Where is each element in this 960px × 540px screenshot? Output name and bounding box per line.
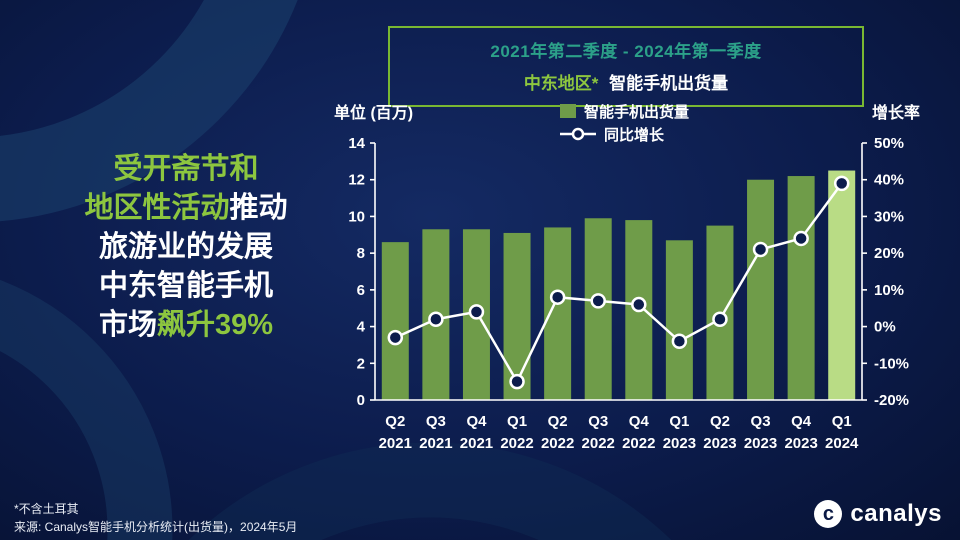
line-marker — [752, 241, 769, 258]
x-axis-quarter-label: Q4 — [466, 413, 487, 430]
x-axis-year-label: 2023 — [784, 435, 817, 452]
headline: 受开斋节和 地区性活动推动 旅游业的发展 中东智能手机 市场飙升39% — [38, 150, 334, 345]
chart-legend: 智能手机出货量 同比增长 — [560, 101, 689, 144]
x-axis-quarter-label: Q3 — [588, 413, 608, 430]
x-axis-year-label: 2022 — [541, 435, 574, 452]
combo-chart: 单位 (百万) 增长率 0 2 4 6 8 10 12 14 -20% -10% 0% 10% 20% 30%… — [330, 100, 940, 500]
x-axis-quarter-label: Q3 — [426, 413, 446, 430]
footnote-source: 来源: Canalys智能手机分析统计(出货量)，2024年5月 — [14, 520, 298, 534]
legend-item-growth: 同比增长 — [560, 124, 689, 144]
x-axis-year-label: 2021 — [460, 435, 493, 452]
canalys-logo-icon: c — [814, 500, 843, 528]
headline-line-4: 中东智能手机 — [98, 270, 273, 302]
left-axis-tick: 8 — [357, 245, 365, 262]
x-axis-quarter-label: Q4 — [791, 413, 812, 430]
chart-title-box: 2021年第二季度 - 2024年第一季度 中东地区* 智能手机出货量 — [388, 26, 864, 107]
left-axis-tick: 14 — [348, 135, 365, 152]
right-axis-tick: 20% — [874, 245, 904, 262]
left-axis-tick: 2 — [357, 355, 365, 372]
left-axis-tick: 4 — [357, 319, 366, 336]
right-axis-tick: -20% — [874, 392, 909, 409]
x-axis-year-label: 2021 — [379, 435, 412, 452]
right-axis-tick: 50% — [874, 135, 904, 152]
x-axis-year-label: 2023 — [744, 435, 777, 452]
bar — [503, 232, 531, 400]
bar — [747, 179, 775, 400]
right-axis-tick: -10% — [874, 355, 909, 372]
bar — [381, 242, 409, 400]
line-series-swatch-icon — [560, 127, 596, 141]
chart-title-main: 中东地区* 智能手机出货量 — [390, 69, 862, 94]
bar — [665, 240, 693, 400]
chart-title-subject: 智能手机出货量 — [609, 74, 729, 93]
x-axis-year-label: 2022 — [622, 435, 655, 452]
line-marker — [671, 333, 688, 350]
chart-title-region: 中东地区* — [523, 74, 599, 93]
right-axis-tick: 0% — [874, 319, 896, 336]
bar — [787, 176, 815, 400]
canalys-logo: c canalys — [814, 500, 942, 528]
bar — [544, 227, 572, 400]
line-marker — [549, 289, 566, 305]
right-axis-tick: 10% — [874, 282, 904, 299]
chart-canvas: 单位 (百万) 增长率 0 2 4 6 8 10 12 14 -20% -10% 0% 10% 20% 30%… — [334, 103, 920, 452]
headline-line-5: 市场飙升39% — [98, 309, 274, 341]
left-axis-tick: 12 — [348, 172, 365, 189]
right-axis-tick: 30% — [874, 208, 904, 225]
x-axis-year-label: 2023 — [703, 435, 736, 452]
line-marker — [833, 175, 850, 192]
line-marker — [631, 296, 647, 313]
left-axis-tick: 10 — [348, 208, 365, 225]
x-axis-quarter-label: Q2 — [385, 413, 405, 430]
line-marker — [468, 304, 485, 320]
headline-line-3: 旅游业的发展 — [98, 231, 273, 263]
line-marker — [428, 311, 444, 327]
x-axis-year-label: 2024 — [825, 435, 859, 452]
legend-item-shipments: 智能手机出货量 — [560, 101, 689, 121]
growth-line — [394, 182, 843, 385]
line-marker — [793, 230, 809, 247]
left-axis-title: 单位 (百万) — [334, 103, 413, 122]
line-marker — [387, 329, 404, 346]
headline-line-2: 地区性活动推动 — [84, 192, 288, 224]
x-axis-year-label: 2022 — [500, 435, 533, 452]
x-axis-quarter-label: Q1 — [832, 413, 852, 430]
bar-series-swatch-icon — [560, 104, 576, 118]
x-axis-year-label: 2023 — [663, 435, 696, 452]
x-axis-quarter-label: Q2 — [710, 413, 730, 430]
footnotes: *不含土耳其 来源: Canalys智能手机分析统计(出货量)，2024年5月 — [14, 500, 297, 536]
headline-line-1: 受开斋节和 — [113, 153, 259, 185]
right-axis-title: 增长率 — [872, 103, 920, 122]
x-axis-year-label: 2022 — [582, 435, 615, 452]
x-axis-quarter-label: Q1 — [507, 413, 527, 430]
x-axis-quarter-label: Q4 — [629, 413, 650, 430]
chart-title-period: 2021年第二季度 - 2024年第一季度 — [490, 42, 762, 61]
x-axis-quarter-label: Q1 — [669, 413, 689, 430]
legend-label-growth: 同比增长 — [604, 126, 665, 144]
bar — [584, 218, 612, 400]
footnote-exclusion: *不含土耳其 — [14, 502, 79, 516]
line-marker — [590, 293, 606, 309]
line-marker — [509, 373, 525, 390]
left-axis-tick: 6 — [357, 282, 365, 299]
bar — [828, 170, 856, 400]
canalys-logo-text: canalys — [850, 500, 942, 527]
x-axis-year-label: 2021 — [419, 435, 452, 452]
x-axis-quarter-label: Q3 — [751, 413, 771, 430]
legend-label-shipments: 智能手机出货量 — [584, 103, 690, 121]
line-marker — [712, 311, 728, 327]
right-axis-tick: 40% — [874, 172, 904, 189]
x-axis-quarter-label: Q2 — [548, 413, 568, 430]
left-axis-tick: 0 — [357, 392, 365, 409]
